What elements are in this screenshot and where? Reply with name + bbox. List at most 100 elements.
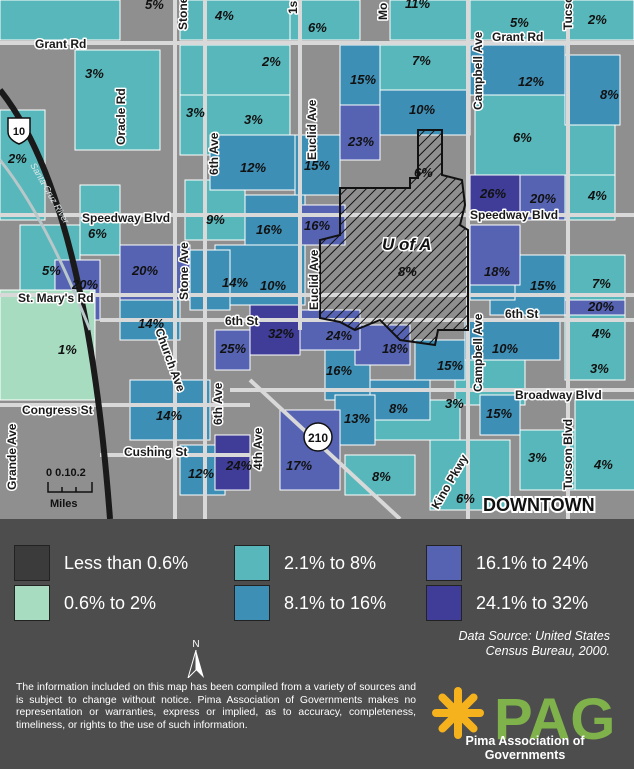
percent-label: 10% <box>409 102 435 117</box>
percent-label: 2% <box>7 151 27 166</box>
tracts-0-2 <box>0 289 96 401</box>
legend-panel: Less than 0.6% 0.6% to 2% 2.1% to 8% 8.1… <box>0 519 634 769</box>
legend-item: 16.1% to 24% <box>426 545 588 581</box>
data-source: Data Source: United States Census Bureau… <box>458 629 610 658</box>
percent-labels: 5% 4% 6% 11% 5% 2% 3% 2% 7% 15% 12% 8% 3… <box>7 0 619 506</box>
scale-ticks: 0 0.10.2 <box>46 467 86 479</box>
percent-label: 4% <box>593 457 613 472</box>
road-label-stone: Stone Ave <box>177 242 191 300</box>
road-label-6th-st-east: 6th St <box>505 307 538 321</box>
percent-label: 8% <box>600 87 619 102</box>
percent-label: 11% <box>405 0 430 11</box>
percent-label: 10% <box>492 341 518 356</box>
legend-swatch <box>234 585 270 621</box>
census-map: Grant Rd Grant Rd Speedway Blvd Speedway… <box>0 0 634 519</box>
percent-label: 4% <box>587 188 607 203</box>
percent-label: 24% <box>325 328 352 343</box>
legend-label: 8.1% to 16% <box>284 592 387 613</box>
legend-swatch <box>14 585 50 621</box>
percent-label: 17% <box>286 458 312 473</box>
road-label-6th-ave-south: 6th Ave <box>211 382 225 425</box>
percent-label: 4% <box>591 326 611 341</box>
road-label-grant-east: Grant Rd <box>492 30 543 44</box>
percent-label: 4% <box>214 8 234 23</box>
percent-label: 10% <box>260 278 286 293</box>
percent-label: 14% <box>138 316 164 331</box>
road-label-first: 1s <box>286 0 300 14</box>
percent-label: 15% <box>304 158 330 173</box>
percent-label: 8% <box>372 469 391 484</box>
legend-swatch <box>234 545 270 581</box>
road-label-tucson-blvd: Tucson Blvd <box>561 419 575 490</box>
downtown-label: DOWNTOWN <box>483 495 595 515</box>
legend-label: 2.1% to 8% <box>284 552 377 573</box>
legend-item: 8.1% to 16% <box>234 585 386 621</box>
percent-label: 23% <box>347 134 374 149</box>
legend-label: Less than 0.6% <box>64 552 189 573</box>
road-label-6th-st: 6th St <box>225 314 258 328</box>
percent-label: 8% <box>389 401 408 416</box>
percent-label: 15% <box>486 406 512 421</box>
legend-label: 16.1% to 24% <box>476 552 589 573</box>
road-label-stone-north: Stone <box>176 0 190 30</box>
percent-label: 1% <box>58 342 77 357</box>
percent-label: 15% <box>530 278 556 293</box>
percent-label: 2% <box>587 12 607 27</box>
percent-label: 8% <box>398 264 417 279</box>
legend-swatch <box>14 545 50 581</box>
uofa-area <box>319 129 469 347</box>
tracts-24-32 <box>214 174 521 491</box>
road-label-congress: Congress St <box>22 403 93 417</box>
road-label-grande: Grande Ave <box>5 423 19 490</box>
percent-label: 6% <box>513 130 532 145</box>
svg-text:10: 10 <box>13 126 25 138</box>
percent-label: 6% <box>414 165 433 180</box>
pag-logo: PAG <box>432 687 615 752</box>
percent-label: 14% <box>222 275 248 290</box>
road-label-campbell: Campbell Ave <box>471 31 485 110</box>
scale-unit: Miles <box>50 498 78 510</box>
road-label-6th-ave: 6th Ave <box>207 132 221 175</box>
interstate-10 <box>0 88 113 519</box>
percent-label: 6% <box>88 226 107 241</box>
road-label-speedway: Speedway Blvd <box>82 211 170 225</box>
percent-label: 12% <box>518 74 544 89</box>
percent-label: 32% <box>268 326 294 341</box>
road-label-speedway-east: Speedway Blvd <box>470 208 558 222</box>
percent-label: 5% <box>42 263 61 278</box>
percent-label: 18% <box>382 341 408 356</box>
north-arrow-icon: N <box>186 639 206 681</box>
percent-label: 20% <box>587 299 614 314</box>
percent-label: 14% <box>156 408 182 423</box>
percent-label: 12% <box>188 466 214 481</box>
percent-label: 20% <box>131 263 158 278</box>
road-label-euclid-south: Euclid Ave <box>307 249 321 310</box>
north-label: N <box>192 639 200 650</box>
scale-bar: 0 0.10.2 Miles <box>46 467 93 510</box>
percent-label: 7% <box>592 276 611 291</box>
percent-label: 9% <box>206 212 225 227</box>
legend-label: 24.1% to 32% <box>476 592 589 613</box>
percent-label: 2% <box>261 54 281 69</box>
uofa-label: U of A <box>382 235 431 254</box>
percent-label: 15% <box>350 72 376 87</box>
map-canvas: Grant Rd Grant Rd Speedway Blvd Speedway… <box>0 0 634 519</box>
percent-label: 3% <box>244 112 263 127</box>
logo-text: PAG <box>494 687 615 752</box>
shield-i10: 10 <box>7 117 31 145</box>
percent-label: 6% <box>456 491 475 506</box>
percent-label: 3% <box>445 396 464 411</box>
sun-icon <box>432 687 484 739</box>
legend-item: 2.1% to 8% <box>234 545 376 581</box>
road-label-campbell-south: Campbell Ave <box>471 313 485 392</box>
road-label-st-marys: St. Mary's Rd <box>18 291 94 305</box>
disclaimer-text: The information included on this map has… <box>16 682 416 731</box>
santa-cruz-river <box>0 159 92 331</box>
legend-label: 0.6% to 2% <box>64 592 157 613</box>
shield-210: 210 <box>303 422 333 452</box>
legend-item: 0.6% to 2% <box>14 585 156 621</box>
percent-label: 18% <box>484 264 510 279</box>
road-label-grant: Grant Rd <box>35 37 86 51</box>
legend-swatch <box>426 585 462 621</box>
legend-item: Less than 0.6% <box>14 545 188 581</box>
